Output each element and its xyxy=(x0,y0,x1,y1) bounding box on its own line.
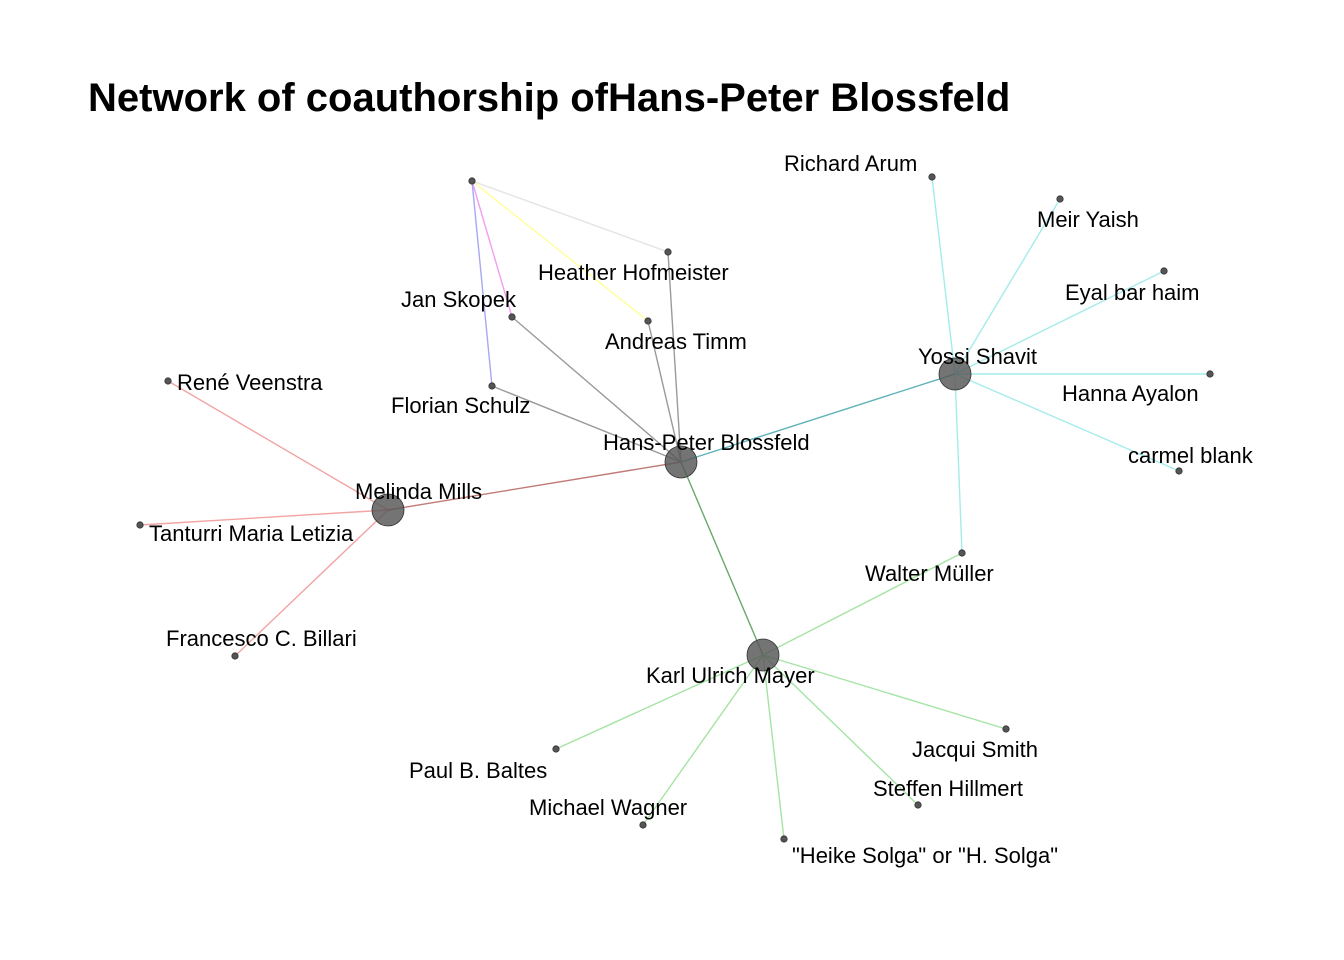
label-arum: Richard Arum xyxy=(784,151,917,176)
edge-mills-billari xyxy=(234,509,389,657)
label-yaish: Meir Yaish xyxy=(1037,207,1139,232)
node-smith xyxy=(1002,725,1010,733)
figure-title: Network of coauthorship ofHans-Peter Blo… xyxy=(88,76,1010,120)
edge-blossfeld-mills xyxy=(387,461,682,511)
edge-shavit-barhaim xyxy=(954,270,1165,375)
node-mueller xyxy=(958,549,966,557)
label-timm: Andreas Timm xyxy=(605,329,747,354)
label-hillmert: Steffen Hillmert xyxy=(873,776,1023,801)
node-mills xyxy=(371,493,405,527)
edge-unlabeled-hofmeister xyxy=(471,180,669,253)
node-arum xyxy=(928,173,936,181)
node-hillmert xyxy=(914,801,922,809)
node-wagner xyxy=(639,821,647,829)
edge-shavit-mueller xyxy=(954,373,963,554)
node-solga xyxy=(780,835,788,843)
node-skopek xyxy=(508,313,516,321)
label-mueller: Walter Müller xyxy=(865,561,994,586)
edge-blossfeld-schulz xyxy=(491,385,682,463)
edge-blossfeld-skopek xyxy=(511,316,682,463)
node-veenstra xyxy=(164,377,172,385)
edge-mills-veenstra xyxy=(167,380,389,511)
edge-shavit-yaish xyxy=(954,198,1061,375)
node-schulz xyxy=(488,382,496,390)
edge-unlabeled-skopek xyxy=(471,180,513,318)
edge-blossfeld-timm xyxy=(647,320,682,463)
node-tanturri xyxy=(136,521,144,529)
label-ayalon: Hanna Ayalon xyxy=(1062,381,1199,406)
node-unlabeled xyxy=(468,177,476,185)
edge-shavit-arum xyxy=(931,176,956,375)
label-skopek: Jan Skopek xyxy=(401,287,517,312)
node-hofmeister xyxy=(664,248,672,256)
edge-blossfeld-shavit xyxy=(680,373,956,463)
edge-blossfeld-mayer xyxy=(680,461,764,656)
label-veenstra: René Veenstra xyxy=(177,370,323,395)
edge-mills-tanturri xyxy=(139,509,389,526)
label-smith: Jacqui Smith xyxy=(912,737,1038,762)
network-nodes xyxy=(136,173,1214,843)
label-blank: carmel blank xyxy=(1128,443,1254,468)
label-schulz: Florian Schulz xyxy=(391,393,530,418)
edge-blossfeld-hofmeister xyxy=(667,251,682,463)
edge-mayer-hillmert xyxy=(762,654,919,806)
label-wagner: Michael Wagner xyxy=(529,795,687,820)
edge-mayer-mueller xyxy=(762,552,963,656)
edge-unlabeled-schulz xyxy=(471,180,493,387)
label-billari: Francesco C. Billari xyxy=(166,626,357,651)
node-blossfeld xyxy=(664,445,698,479)
network-edges xyxy=(139,176,1210,840)
label-blossfeld: Hans-Peter Blossfeld xyxy=(603,430,810,455)
edge-mayer-solga xyxy=(762,654,785,840)
edge-mayer-baltes xyxy=(555,654,764,750)
edge-unlabeled-timm xyxy=(471,180,649,322)
label-tanturri: Tanturri Maria Letizia xyxy=(149,521,354,546)
label-hofmeister: Heather Hofmeister xyxy=(538,260,729,285)
label-shavit: Yossi Shavit xyxy=(918,344,1037,369)
label-barhaim: Eyal bar haim xyxy=(1065,280,1200,305)
node-ayalon xyxy=(1206,370,1214,378)
label-mayer: Karl Ulrich Mayer xyxy=(646,663,815,688)
node-billari xyxy=(231,652,239,660)
edge-mayer-wagner xyxy=(642,654,764,826)
node-timm xyxy=(644,317,652,325)
node-mayer xyxy=(746,638,780,672)
node-shavit xyxy=(938,357,972,391)
label-baltes: Paul B. Baltes xyxy=(409,758,547,783)
network-labels: Hans-Peter Blossfeld Yossi Shavit Melinda … xyxy=(149,151,1254,868)
node-baltes xyxy=(552,745,560,753)
node-barhaim xyxy=(1160,267,1168,275)
node-yaish xyxy=(1056,195,1064,203)
edge-shavit-blank xyxy=(954,373,1180,472)
label-solga: "Heike Solga" or "H. Solga" xyxy=(792,843,1058,868)
edge-mayer-smith xyxy=(762,654,1007,730)
label-mills: Melinda Mills xyxy=(355,479,482,504)
node-blank xyxy=(1175,467,1183,475)
